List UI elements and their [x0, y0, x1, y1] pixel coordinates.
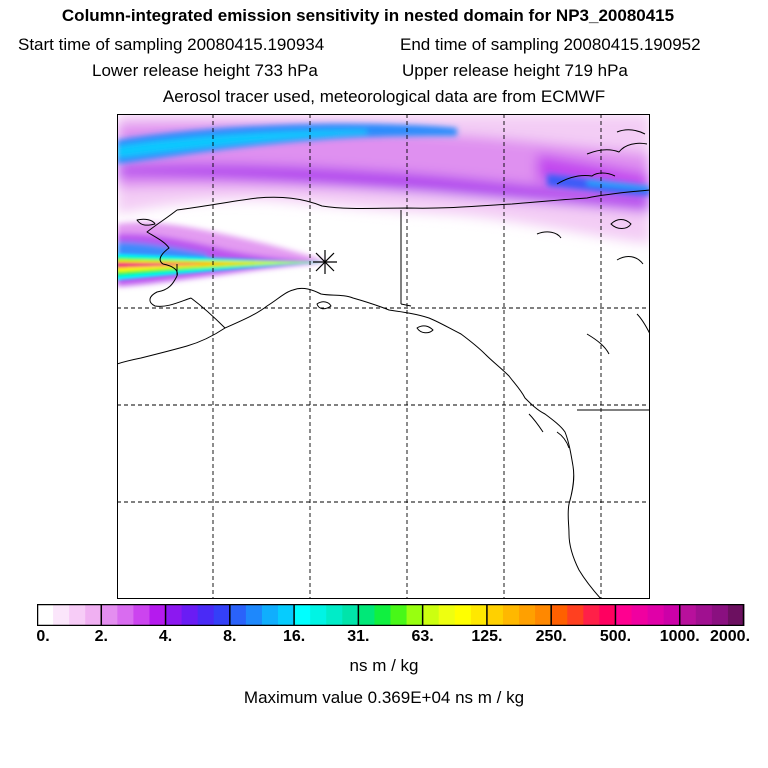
colorbar-cell — [535, 604, 552, 626]
colorbar-cell — [37, 604, 54, 626]
colorbar-cell — [567, 604, 584, 626]
colorbar-units: ns m / kg — [349, 656, 419, 675]
colorbar-cell — [261, 604, 279, 626]
colorbar-cell — [711, 604, 729, 626]
colorbar-cell — [454, 604, 472, 626]
colorbar-tick-label: 250. — [535, 628, 567, 645]
colorbar-cell — [470, 604, 488, 626]
coastlines — [117, 129, 650, 599]
colorbar-cell — [422, 604, 440, 626]
colorbar-cell — [583, 604, 600, 626]
colorbar-tick-label: 500. — [599, 628, 632, 645]
colorbar-cell — [53, 604, 70, 626]
colorbar-cell — [390, 604, 407, 626]
colorbar-tick-label: 2000. — [709, 628, 751, 645]
colorbar-cell — [101, 604, 118, 626]
maximum-value-label: Maximum value 0.369E+04 ns m / kg — [243, 688, 525, 707]
sensitivity-field-north — [117, 114, 650, 244]
plot-title: Column-integrated emission sensitivity i… — [61, 6, 675, 25]
sensitivity-plume-core — [117, 254, 325, 280]
end-time-label: End time of sampling 20080415.190952 — [400, 35, 701, 54]
colorbar-cell — [695, 604, 713, 626]
colorbar-cell — [631, 604, 648, 626]
colorbar-cell — [438, 604, 456, 626]
colorbar-cell — [181, 604, 199, 626]
colorbar-tick-label: 31. — [347, 628, 370, 645]
tracer-label: Aerosol tracer used, meteorological data… — [162, 87, 606, 106]
colorbar-cell — [149, 604, 166, 626]
colorbar-cell — [245, 604, 263, 626]
colorbar-tick-label: 125. — [471, 628, 503, 645]
colorbar-tick-label: 8. — [223, 628, 237, 645]
colorbar-cell — [486, 604, 504, 626]
colorbar-cell — [342, 604, 359, 626]
colorbar-cell — [663, 604, 681, 626]
colorbar-tick-label: 63. — [411, 628, 434, 645]
colorbar-cell — [502, 604, 520, 626]
colorbar-cell — [229, 604, 247, 626]
colorbar-cell — [519, 604, 536, 626]
lower-release-height-label: Lower release height 733 hPa — [92, 61, 318, 80]
colorbar-cell — [310, 604, 327, 626]
colorbar-cell — [197, 604, 215, 626]
colorbar-cell — [551, 604, 568, 626]
upper-release-height-label: Upper release height 719 hPa — [402, 61, 628, 80]
colorbar-cell — [133, 604, 150, 626]
colorbar-cell — [679, 604, 697, 626]
colorbar-cell — [406, 604, 424, 626]
colorbar-cell — [326, 604, 343, 626]
colorbar-cell — [358, 604, 375, 626]
colorbar-cell — [374, 604, 391, 626]
sensitivity-map — [117, 114, 650, 599]
colorbar-cell — [294, 604, 311, 626]
map-frame — [117, 114, 650, 599]
colorbar — [37, 604, 745, 626]
colorbar-cell — [117, 604, 134, 626]
colorbar-cell — [85, 604, 102, 626]
colorbar-cell — [647, 604, 665, 626]
colorbar-cell — [69, 604, 86, 626]
colorbar-cell — [165, 604, 183, 626]
start-time-label: Start time of sampling 20080415.190934 — [18, 35, 325, 54]
colorbar-cell — [727, 604, 745, 626]
colorbar-cell — [213, 604, 231, 626]
colorbar-tick-label: 16. — [282, 628, 306, 645]
colorbar-cell — [599, 604, 616, 626]
colorbar-cell — [278, 604, 295, 626]
colorbar-tick-label: 1000. — [659, 628, 700, 645]
colorbar-cell — [615, 604, 632, 626]
sensitivity-band-blue — [117, 123, 650, 196]
colorbar-tick-label: 4. — [158, 628, 173, 645]
release-point-asterisk — [313, 250, 337, 274]
colorbar-tick-label: 0. — [36, 628, 50, 645]
colorbar-tick-label: 2. — [94, 628, 108, 645]
